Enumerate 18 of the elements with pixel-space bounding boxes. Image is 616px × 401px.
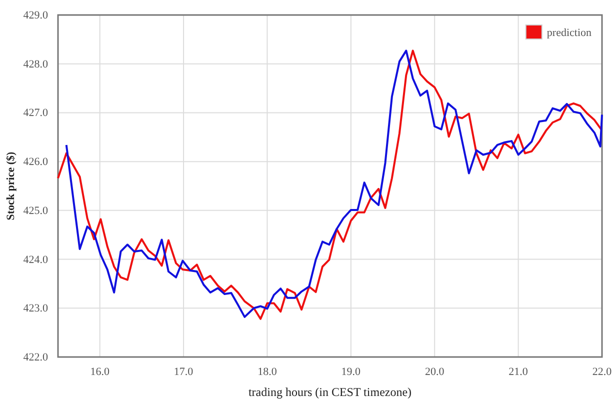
- x-tick-label: 21.0: [508, 366, 528, 378]
- x-tick-label: 22.0: [592, 366, 612, 378]
- y-axis-title: Stock price ($): [5, 151, 17, 220]
- y-tick-label: 424.0: [23, 254, 48, 266]
- y-tick-label: 422.0: [23, 352, 48, 364]
- x-axis-title: trading hours (in CEST timezone): [248, 385, 412, 399]
- y-tick-label: 428.0: [23, 58, 48, 70]
- y-tick-label: 426.0: [23, 156, 48, 168]
- x-tick-label: 20.0: [424, 366, 445, 378]
- y-tick-label: 429.0: [23, 10, 48, 22]
- x-tick-label: 18.0: [258, 366, 278, 378]
- x-tick-label: 17.0: [174, 366, 194, 378]
- x-tick-label: 16.0: [90, 366, 110, 378]
- x-tick-label: 19.0: [341, 366, 362, 378]
- legend-label: prediction: [546, 27, 592, 39]
- y-tick-label: 425.0: [23, 204, 48, 217]
- y-tick-label: 427.0: [23, 107, 48, 120]
- y-tick-label: 423.0: [23, 302, 48, 315]
